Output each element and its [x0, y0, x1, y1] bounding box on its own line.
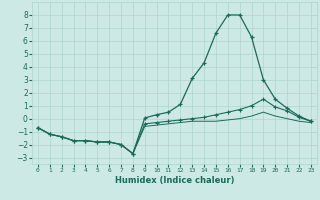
X-axis label: Humidex (Indice chaleur): Humidex (Indice chaleur) [115, 176, 234, 185]
